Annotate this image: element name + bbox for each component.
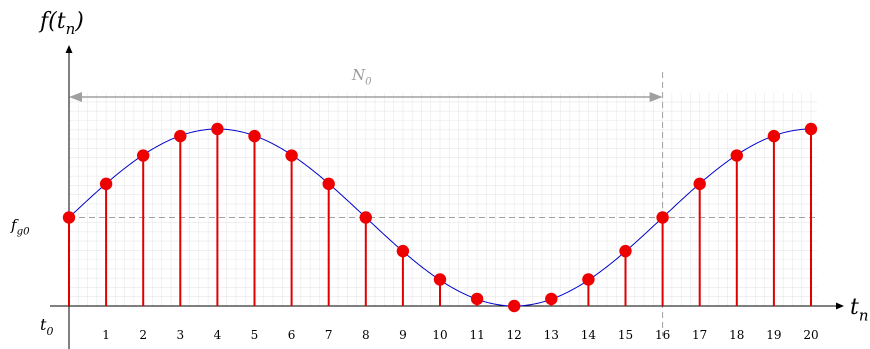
period-arrow-head-left <box>69 92 82 102</box>
stem-marker <box>470 292 484 306</box>
x-tick-label: 13 <box>544 328 559 342</box>
stem-marker <box>137 149 150 162</box>
x-tick-label: 4 <box>214 328 222 342</box>
axes <box>50 45 844 349</box>
y-axis-arrow <box>65 45 73 53</box>
x-tick-label: 14 <box>581 328 597 342</box>
stem-marker <box>248 129 261 143</box>
stem-marker <box>508 299 521 313</box>
stem-marker <box>433 273 447 286</box>
x-tick-label: 20 <box>803 328 818 342</box>
x-axis-label: tn <box>850 295 868 325</box>
stems <box>62 122 818 313</box>
stem-marker <box>804 122 818 136</box>
x-tick-label: 10 <box>432 328 447 342</box>
x-tick-label: 11 <box>469 328 484 342</box>
stem-marker <box>656 211 669 224</box>
stem-marker <box>211 122 224 136</box>
x-tick-label: 8 <box>362 328 370 342</box>
x-tick-label: 3 <box>176 328 184 342</box>
x-tick-label: 15 <box>618 328 633 342</box>
period-arrow-head-right <box>649 92 663 102</box>
stem-marker <box>767 129 781 143</box>
x-tick-label: 17 <box>692 328 707 342</box>
stem-marker <box>322 177 335 191</box>
stem-marker <box>99 177 113 191</box>
x-tick-label: 16 <box>655 328 670 342</box>
stem-marker <box>693 177 706 191</box>
stem-marker <box>174 129 187 143</box>
period-label: N0 <box>351 66 372 88</box>
x-tick-label: 12 <box>507 328 522 342</box>
x-tick-label: 19 <box>766 328 781 342</box>
labels: 1 2 3 4 5 6 7 8 9 10 11 12 13 14 15 16 17 18 19 20t0fg0N0tn… <box>10 9 868 342</box>
stem-marker <box>396 244 410 258</box>
x-axis-arrow <box>836 302 844 310</box>
x-tick-label: 5 <box>251 328 259 342</box>
x-tick-label: 9 <box>399 328 407 342</box>
mean-value-label: fg0 <box>10 216 30 238</box>
guide-lines <box>69 72 817 336</box>
stem-marker <box>62 211 76 224</box>
x-tick-label: 2 <box>139 328 147 342</box>
stem-marker <box>582 273 595 286</box>
x-tick-label: 18 <box>729 328 744 342</box>
y-axis-label: f(tn) <box>38 9 84 38</box>
x-tick-label: 6 <box>288 328 296 342</box>
stem-marker <box>359 211 372 224</box>
stem-marker <box>285 149 298 162</box>
stem-marker <box>619 244 632 258</box>
stem-marker <box>545 292 558 306</box>
stem-marker <box>730 149 743 162</box>
x-tick-label: 7 <box>325 328 333 342</box>
x-tick-label: 1 <box>102 328 110 342</box>
x-origin-label: t0 <box>40 315 53 338</box>
